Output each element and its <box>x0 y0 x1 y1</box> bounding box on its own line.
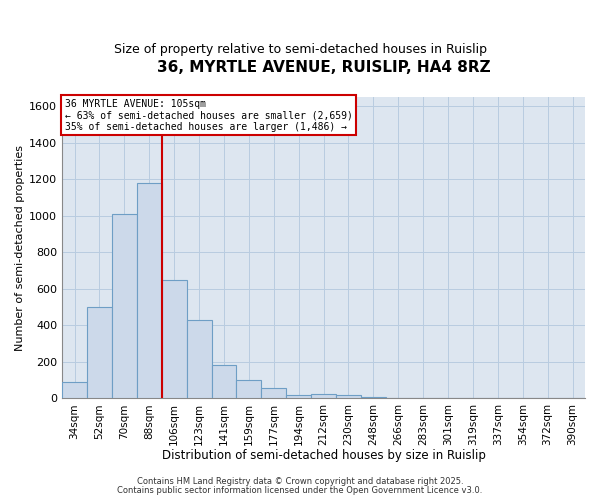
X-axis label: Distribution of semi-detached houses by size in Ruislip: Distribution of semi-detached houses by … <box>161 450 485 462</box>
Bar <box>112 214 137 398</box>
Text: 36 MYRTLE AVENUE: 105sqm
← 63% of semi-detached houses are smaller (2,659)
35% o: 36 MYRTLE AVENUE: 105sqm ← 63% of semi-d… <box>65 98 353 132</box>
Bar <box>137 183 162 398</box>
Bar <box>361 396 386 398</box>
Bar <box>87 307 112 398</box>
Text: Contains HM Land Registry data © Crown copyright and database right 2025.: Contains HM Land Registry data © Crown c… <box>137 477 463 486</box>
Y-axis label: Number of semi-detached properties: Number of semi-detached properties <box>15 144 25 350</box>
Bar <box>187 320 212 398</box>
Bar <box>336 394 361 398</box>
Bar <box>236 380 262 398</box>
Text: Size of property relative to semi-detached houses in Ruislip: Size of property relative to semi-detach… <box>113 42 487 56</box>
Text: Contains public sector information licensed under the Open Government Licence v3: Contains public sector information licen… <box>118 486 482 495</box>
Bar <box>162 280 187 398</box>
Bar <box>212 364 236 398</box>
Bar <box>311 394 336 398</box>
Bar <box>62 382 87 398</box>
Bar <box>262 388 286 398</box>
Title: 36, MYRTLE AVENUE, RUISLIP, HA4 8RZ: 36, MYRTLE AVENUE, RUISLIP, HA4 8RZ <box>157 60 490 75</box>
Bar <box>286 394 311 398</box>
